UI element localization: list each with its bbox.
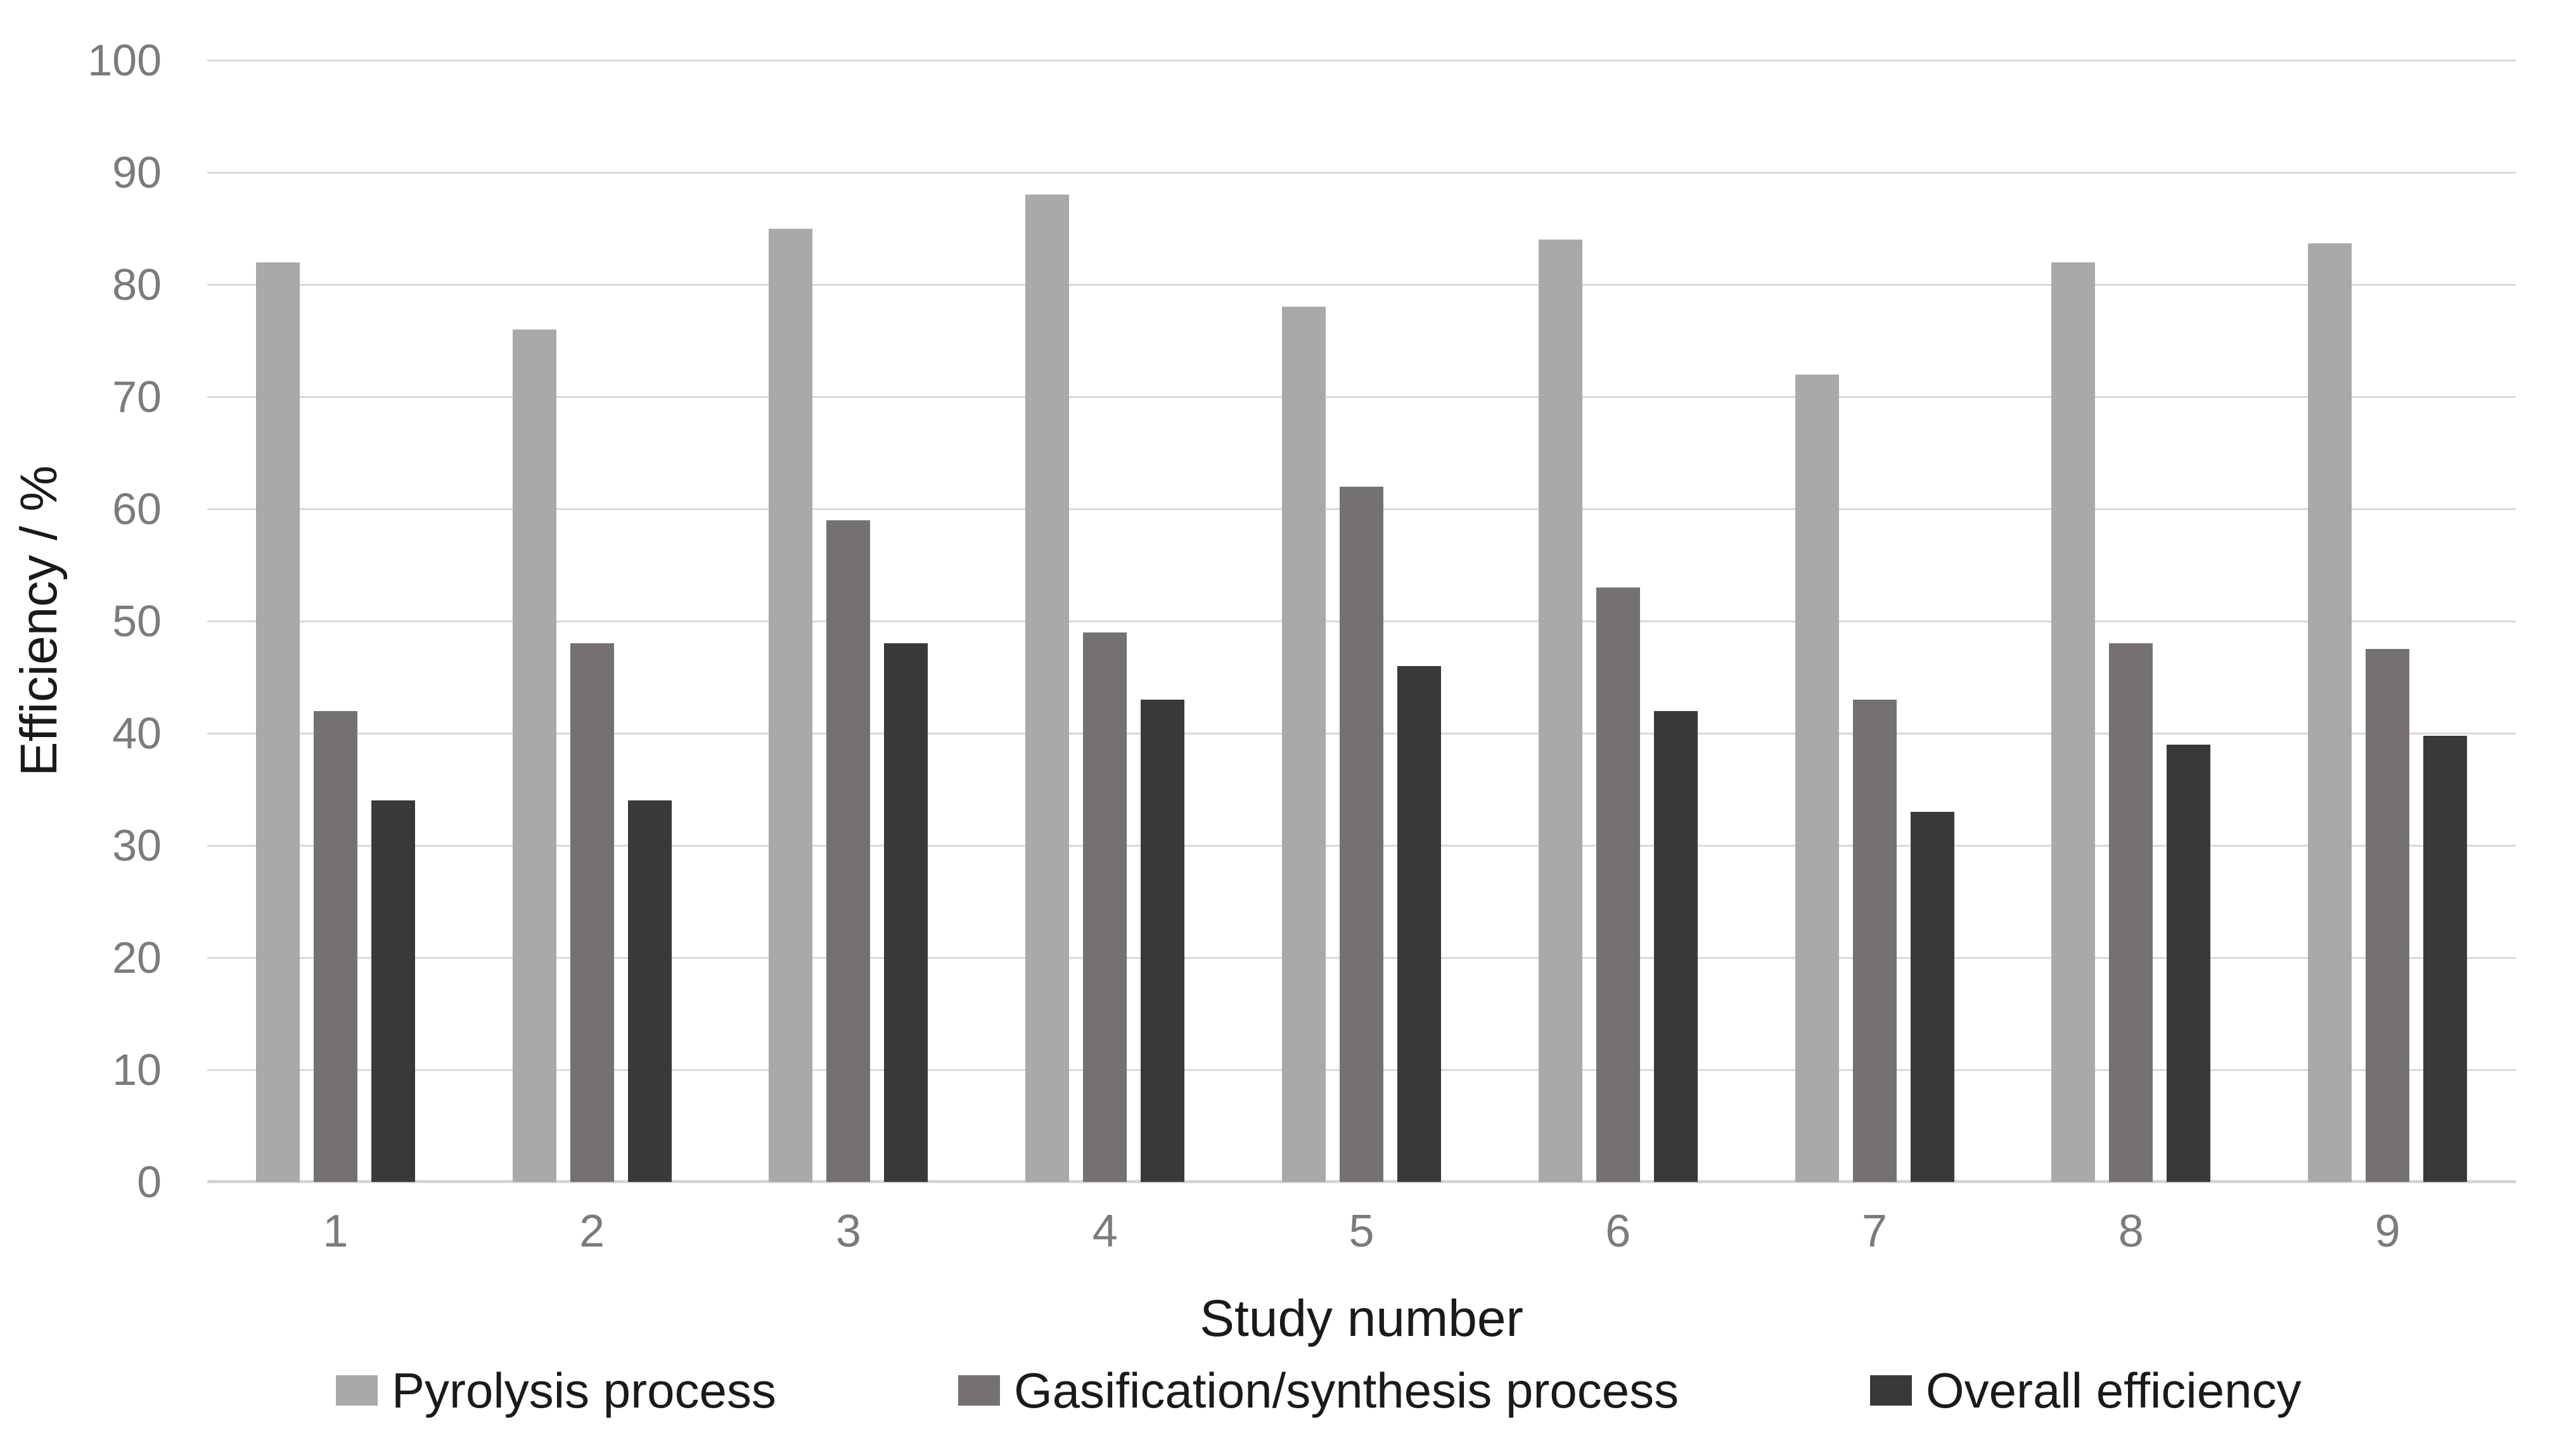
legend: Pyrolysis process Gasification/synthesis … (0, 1361, 2576, 1420)
bar-pyrolysis-process-study-3 (769, 228, 813, 1182)
bar-group-9 (2259, 60, 2516, 1182)
bar-gasification-synthesis-process-study-7 (1852, 699, 1897, 1182)
y-tick-label-20: 20 (112, 933, 162, 982)
x-tick-label-3: 3 (835, 1206, 861, 1257)
gridline-y70 (207, 396, 2516, 398)
plot-area: 0 10 20 30 40 50 60 70 80 90 100 1 2 3 4 5 6 7 8 9 (87, 38, 2516, 1254)
bar-group-2 (464, 60, 721, 1182)
x-tick-label-8: 8 (2118, 1206, 2144, 1257)
y-tick-label-30: 30 (112, 821, 162, 870)
bar-overall-efficiency-study-4 (1141, 699, 1185, 1182)
bar-group-1 (207, 60, 464, 1182)
bar-overall-efficiency-study-8 (2167, 744, 2211, 1182)
bar-gasification-synthesis-process-study-3 (826, 520, 871, 1182)
legend-item-gasification-synthesis-process: Gasification/synthesis process (958, 1361, 1679, 1420)
bar-group-8 (2002, 60, 2259, 1182)
bar-pyrolysis-process-study-5 (1281, 307, 1326, 1182)
x-tick-label-1: 1 (323, 1206, 349, 1257)
y-tick-label-0: 0 (137, 1157, 162, 1207)
y-tick-label-40: 40 (112, 709, 162, 758)
legend-item-pyrolysis-process: Pyrolysis process (336, 1361, 776, 1420)
gridline-y80 (207, 284, 2516, 286)
bar-group-7 (1746, 60, 2003, 1182)
legend-label: Gasification/synthesis process (1014, 1363, 1679, 1418)
y-tick-label-70: 70 (112, 372, 162, 421)
bar-overall-efficiency-study-5 (1397, 665, 1441, 1182)
x-tick-label-9: 9 (2374, 1206, 2400, 1257)
y-tick-label-50: 50 (112, 596, 162, 646)
bar-gasification-synthesis-process-study-9 (2366, 649, 2410, 1182)
bar-gasification-synthesis-process-study-6 (1596, 587, 1640, 1182)
bar-group-3 (721, 60, 977, 1182)
bar-pyrolysis-process-study-2 (512, 329, 556, 1182)
y-tick-label-80: 80 (112, 260, 162, 309)
bar-pyrolysis-process-study-6 (1538, 240, 1582, 1182)
legend-label: Pyrolysis process (392, 1363, 776, 1418)
bar-gasification-synthesis-process-study-5 (1339, 486, 1383, 1182)
bar-pyrolysis-process-study-8 (2051, 262, 2096, 1182)
bar-pyrolysis-process-study-7 (1795, 374, 1839, 1182)
bar-group-5 (1233, 60, 1490, 1182)
bar-pyrolysis-process-study-4 (1025, 195, 1070, 1182)
bar-pyrolysis-process-study-9 (2308, 243, 2352, 1182)
x-tick-label-2: 2 (579, 1206, 605, 1257)
bar-overall-efficiency-study-9 (2423, 735, 2468, 1182)
bar-gasification-synthesis-process-study-4 (1083, 632, 1127, 1182)
bar-overall-efficiency-study-1 (371, 800, 415, 1182)
bar-overall-efficiency-study-3 (884, 643, 928, 1182)
y-tick-label-60: 60 (112, 484, 162, 534)
x-tick-label-7: 7 (1862, 1206, 1888, 1257)
x-tick-label-5: 5 (1349, 1206, 1375, 1257)
legend-swatch-icon (1870, 1375, 1912, 1406)
bar-overall-efficiency-study-2 (627, 800, 672, 1182)
y-tick-label-10: 10 (112, 1045, 162, 1094)
x-axis-title: Study number (1200, 1290, 1523, 1347)
x-tick-label-4: 4 (1092, 1206, 1118, 1257)
legend-swatch-icon (958, 1375, 1000, 1406)
legend-swatch-icon (336, 1375, 378, 1406)
legend-label: Overall efficiency (1926, 1363, 2302, 1418)
x-tick-label-6: 6 (1605, 1206, 1631, 1257)
bar-gasification-synthesis-process-study-2 (570, 643, 614, 1182)
bar-pyrolysis-process-study-1 (255, 262, 300, 1182)
gridline-y90 (207, 172, 2516, 174)
y-tick-label-100: 100 (87, 35, 162, 85)
bar-overall-efficiency-study-7 (1910, 811, 1954, 1182)
bar-gasification-synthesis-process-study-1 (313, 710, 357, 1182)
y-tick-label-90: 90 (112, 148, 162, 197)
legend-item-overall-efficiency: Overall efficiency (1870, 1361, 2301, 1420)
bar-group-6 (1490, 60, 1746, 1182)
bar-overall-efficiency-study-6 (1653, 710, 1698, 1182)
bar-gasification-synthesis-process-study-8 (2109, 643, 2153, 1182)
bar-group-4 (977, 60, 1233, 1182)
gridline-y100 (207, 60, 2516, 61)
y-axis-title: Efficiency / % (10, 465, 68, 777)
